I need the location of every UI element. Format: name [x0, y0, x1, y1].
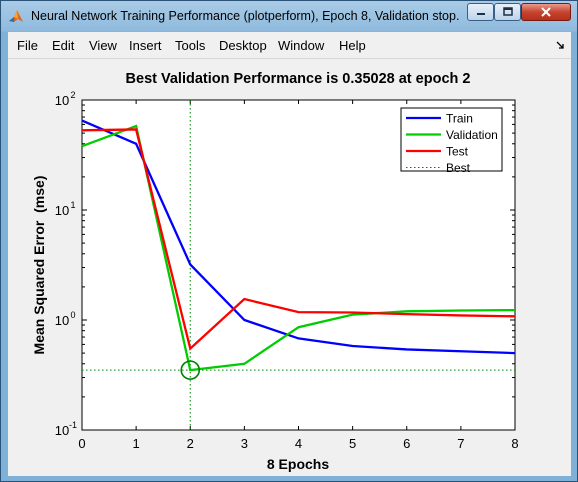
x-axis-label: 8 Epochs — [267, 456, 329, 472]
y-axis-label: Mean Squared Error (mse) — [31, 176, 47, 355]
y-tick-label: 10 — [55, 203, 69, 218]
x-tick-label: 3 — [241, 436, 248, 451]
y-tick-label: 10 — [55, 93, 69, 108]
y-tick-exponent: 1 — [70, 200, 75, 210]
matlab-icon — [9, 10, 23, 22]
close-icon — [541, 7, 551, 17]
menu-file[interactable]: File — [17, 38, 38, 53]
x-tick-label: 5 — [349, 436, 356, 451]
menu-desktop[interactable]: Desktop — [219, 38, 267, 53]
series-line-test — [81, 128, 516, 351]
performance-plot: Best Validation Performance is 0.35028 a… — [31, 71, 519, 472]
y-tick-label: 10 — [55, 423, 69, 438]
menu-edit[interactable]: Edit — [52, 38, 75, 53]
series-line-validation — [81, 124, 516, 372]
dock-arrow-icon[interactable] — [555, 40, 565, 50]
window-title: Neural Network Training Performance (plo… — [31, 9, 460, 23]
maximize-button[interactable] — [494, 3, 521, 21]
y-tick-exponent: 2 — [70, 90, 75, 100]
best-marker-circle — [180, 360, 201, 380]
minimize-button[interactable] — [467, 3, 494, 21]
close-button[interactable] — [521, 3, 571, 21]
menu-window[interactable]: Window — [278, 38, 325, 53]
plot-figure: Best Validation Performance is 0.35028 a… — [8, 59, 571, 476]
x-tick-label: 7 — [457, 436, 464, 451]
y-tick-exponent: -1 — [69, 420, 77, 430]
menu-bar: File Edit View Insert Tools Desktop Wind… — [8, 32, 571, 59]
minimize-icon — [476, 13, 485, 15]
menu-help[interactable]: Help — [339, 38, 366, 53]
x-tick-label: 2 — [187, 436, 194, 451]
legend-label-validation: Validation — [446, 128, 498, 142]
title-bar[interactable]: Neural Network Training Performance (plo… — [1, 1, 577, 31]
menu-insert[interactable]: Insert — [129, 38, 162, 53]
x-tick-label: 1 — [133, 436, 140, 451]
x-tick-label: 0 — [78, 436, 85, 451]
y-tick-exponent: 0 — [70, 310, 75, 320]
legend: Train Validation Test Best — [400, 107, 503, 175]
series-line-train — [81, 119, 516, 355]
x-tick-label: 6 — [403, 436, 410, 451]
figure-client-area: File Edit View Insert Tools Desktop Wind… — [8, 32, 571, 476]
y-tick-label: 10 — [55, 313, 69, 328]
menu-view[interactable]: View — [89, 38, 117, 53]
legend-label-test: Test — [446, 145, 469, 159]
maximize-icon — [502, 7, 513, 16]
legend-label-best: Best — [446, 161, 471, 175]
x-tick-label: 4 — [295, 436, 302, 451]
menu-tools[interactable]: Tools — [175, 38, 206, 53]
legend-label-train: Train — [446, 112, 473, 126]
chart-title: Best Validation Performance is 0.35028 a… — [126, 71, 471, 87]
x-tick-label: 8 — [511, 436, 518, 451]
